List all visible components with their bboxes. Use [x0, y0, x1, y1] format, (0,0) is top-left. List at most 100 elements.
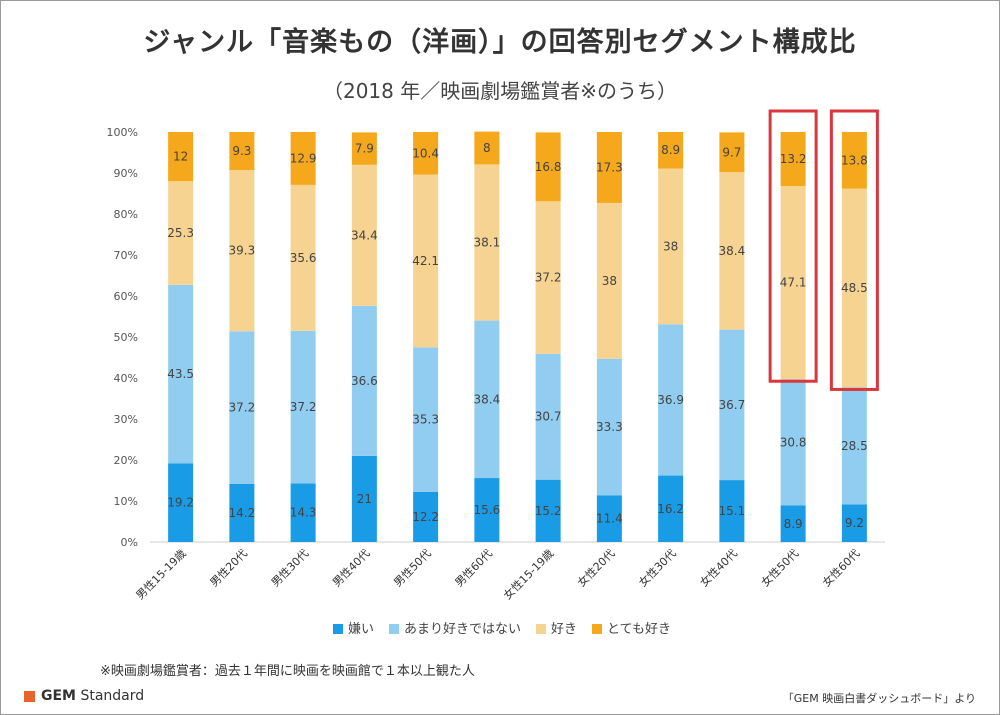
data-label: 19.2 [167, 496, 194, 510]
legend-swatch [592, 624, 602, 634]
logo-text: Standard [80, 688, 145, 704]
chart-subtitle: （2018 年／映画劇場鑑賞者※のうち） [322, 79, 677, 103]
data-label: 43.5 [167, 367, 194, 381]
data-label: 16.8 [535, 160, 562, 174]
y-tick-label: 60% [114, 290, 138, 303]
data-label: 37.2 [290, 400, 317, 414]
x-tick-label: 男性20代 [207, 546, 250, 589]
data-label: 14.3 [290, 506, 317, 520]
bar-segment [351, 132, 377, 165]
bar-segment [229, 170, 255, 332]
x-tick-label: 男性40代 [329, 546, 372, 589]
data-label: 21 [357, 492, 372, 506]
x-tick-label: 女性50代 [758, 546, 801, 589]
data-label: 37.2 [229, 401, 256, 415]
y-tick-label: 50% [114, 331, 138, 344]
bar-segment [535, 201, 561, 354]
bar-segment [474, 320, 500, 479]
y-tick-label: 100% [107, 126, 138, 139]
data-label: 14.2 [229, 506, 256, 520]
data-label: 35.3 [412, 413, 439, 427]
y-tick-label: 10% [114, 495, 138, 508]
legend-label: あまり好きではない [404, 622, 521, 637]
y-tick-label: 0% [121, 536, 138, 549]
data-label: 12 [173, 150, 188, 164]
y-tick-label: 80% [114, 208, 138, 221]
x-tick-label: 女性40代 [697, 546, 740, 589]
bar-segment [474, 131, 500, 165]
highlight-box [829, 109, 879, 391]
data-label: 34.4 [351, 228, 378, 242]
bar-segment [168, 284, 194, 464]
bar-segment [658, 475, 684, 542]
data-label: 15.6 [474, 503, 501, 517]
bar-segment [841, 132, 867, 189]
data-label: 15.1 [719, 504, 746, 518]
bar-segment [413, 347, 439, 492]
y-tick-label: 70% [114, 249, 138, 262]
x-tick-label: 男性50代 [391, 546, 434, 589]
data-label: 33.3 [596, 420, 623, 434]
data-label: 38 [602, 274, 617, 288]
x-tick-label: 男性15-19歳 [133, 546, 189, 602]
data-label: 38.1 [474, 235, 501, 249]
data-label: 12.2 [412, 510, 439, 524]
data-label: 8.9 [661, 143, 680, 157]
data-label: 12.9 [290, 151, 317, 165]
bar-segment [351, 455, 377, 542]
bar-segment [290, 184, 316, 331]
bar-segment [719, 480, 745, 542]
data-label: 38 [663, 239, 678, 253]
data-label: 11.4 [596, 512, 623, 526]
data-label: 10.4 [412, 146, 439, 160]
data-label: 35.6 [290, 251, 317, 265]
data-label: 39.3 [229, 244, 256, 258]
bar-segment [719, 172, 745, 330]
bar-segment [474, 478, 500, 542]
bar-segment [841, 387, 867, 505]
legend-swatch [389, 624, 399, 634]
footnote: ※映画劇場鑑賞者：過去１年間に映画を映画館で１本以上観た人 [100, 664, 475, 679]
gem-standard-logo: GEM Standard [24, 688, 144, 704]
data-label: 8.9 [784, 517, 803, 531]
bar-segment [780, 379, 806, 506]
data-label: 36.7 [719, 398, 746, 412]
legend-label: とても好き [607, 622, 671, 637]
bar-segment [413, 174, 439, 348]
data-label: 16.2 [657, 502, 684, 516]
data-label: 47.1 [780, 276, 807, 290]
bar-segment [780, 132, 806, 187]
y-tick-label: 30% [114, 413, 138, 426]
data-label: 25.3 [167, 226, 194, 240]
bar-segment [290, 132, 316, 185]
x-tick-label: 女性15-19歳 [500, 546, 556, 602]
bar-segment [658, 132, 684, 169]
bar-segment [290, 330, 316, 484]
bar-segment [413, 132, 439, 175]
bar-segment [168, 132, 194, 182]
data-label: 36.9 [657, 393, 684, 407]
data-label: 9.2 [845, 516, 864, 530]
bar-segment [229, 483, 255, 542]
data-label: 17.3 [596, 160, 623, 174]
bar-segment [351, 305, 377, 456]
data-label: 38.4 [719, 244, 746, 258]
bar-segment [535, 479, 561, 542]
bar-segment [719, 329, 745, 481]
x-tick-label: 男性60代 [452, 546, 495, 589]
y-tick-label: 20% [114, 454, 138, 467]
bar-segment [780, 186, 806, 380]
bar-segment [168, 181, 194, 285]
bar-segment [535, 132, 561, 202]
bar-segment [229, 132, 255, 171]
bar-segment [351, 164, 377, 306]
bar-segment [658, 324, 684, 476]
legend-swatch [536, 624, 546, 634]
chart-title: ジャンル「音楽もの（洋画）」の回答別セグメント構成比 [143, 27, 857, 58]
bar-segment [719, 132, 745, 173]
bar-segment [841, 504, 867, 542]
data-label: 13.2 [780, 152, 807, 166]
data-label: 48.5 [841, 281, 868, 295]
